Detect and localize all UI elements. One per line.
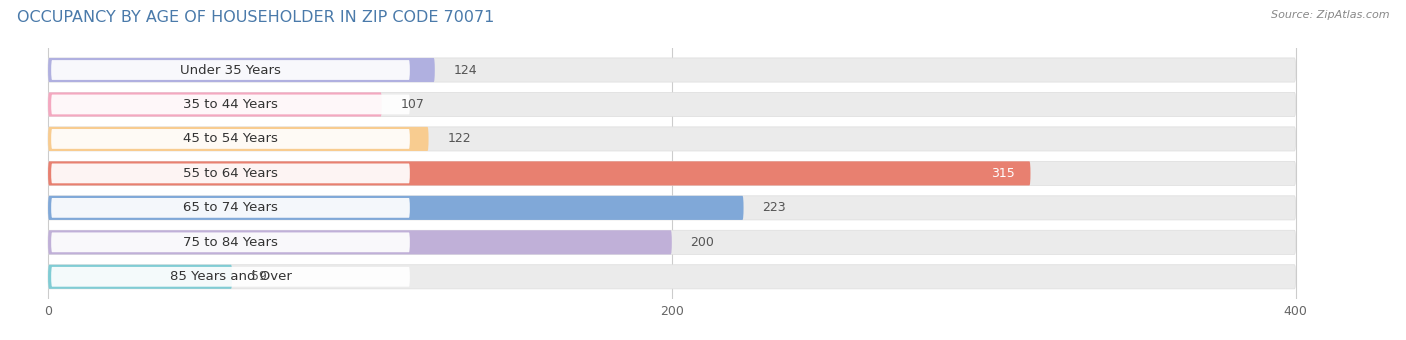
FancyBboxPatch shape: [48, 196, 744, 220]
Text: 200: 200: [690, 236, 714, 249]
FancyBboxPatch shape: [51, 95, 409, 114]
FancyBboxPatch shape: [51, 164, 409, 183]
Text: Source: ZipAtlas.com: Source: ZipAtlas.com: [1271, 10, 1389, 20]
FancyBboxPatch shape: [48, 162, 1295, 185]
FancyBboxPatch shape: [51, 60, 409, 80]
Text: 122: 122: [447, 133, 471, 146]
Text: 65 to 74 Years: 65 to 74 Years: [183, 201, 278, 214]
FancyBboxPatch shape: [48, 265, 1295, 289]
FancyBboxPatch shape: [48, 92, 1295, 117]
Text: OCCUPANCY BY AGE OF HOUSEHOLDER IN ZIP CODE 70071: OCCUPANCY BY AGE OF HOUSEHOLDER IN ZIP C…: [17, 10, 495, 25]
FancyBboxPatch shape: [48, 230, 1295, 254]
Text: 75 to 84 Years: 75 to 84 Years: [183, 236, 278, 249]
FancyBboxPatch shape: [48, 127, 429, 151]
FancyBboxPatch shape: [51, 267, 409, 287]
Text: Under 35 Years: Under 35 Years: [180, 64, 281, 76]
Text: 55 to 64 Years: 55 to 64 Years: [183, 167, 278, 180]
FancyBboxPatch shape: [48, 196, 1295, 220]
FancyBboxPatch shape: [48, 92, 382, 117]
FancyBboxPatch shape: [51, 129, 409, 149]
Text: 315: 315: [991, 167, 1015, 180]
Text: 223: 223: [762, 201, 786, 214]
FancyBboxPatch shape: [51, 233, 409, 252]
Text: 45 to 54 Years: 45 to 54 Years: [183, 133, 278, 146]
Text: 107: 107: [401, 98, 425, 111]
FancyBboxPatch shape: [48, 127, 1295, 151]
FancyBboxPatch shape: [48, 58, 1295, 82]
FancyBboxPatch shape: [48, 230, 672, 254]
Text: 59: 59: [250, 270, 267, 283]
FancyBboxPatch shape: [48, 162, 1031, 185]
Text: 85 Years and Over: 85 Years and Over: [170, 270, 291, 283]
Text: 124: 124: [454, 64, 477, 76]
Text: 35 to 44 Years: 35 to 44 Years: [183, 98, 278, 111]
FancyBboxPatch shape: [51, 198, 409, 218]
FancyBboxPatch shape: [48, 58, 434, 82]
FancyBboxPatch shape: [48, 265, 232, 289]
